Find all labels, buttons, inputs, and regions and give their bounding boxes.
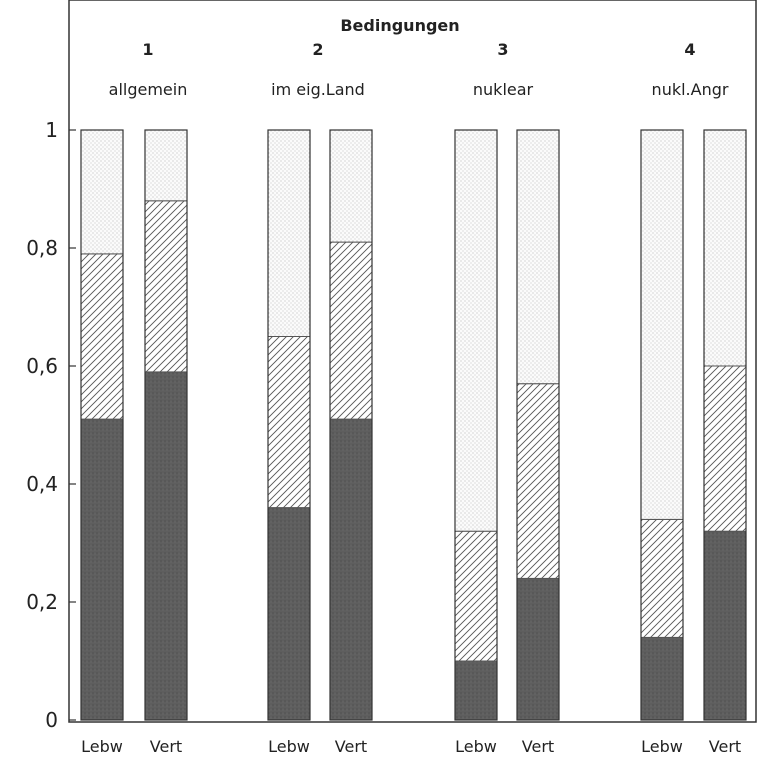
group-headers: 1 allgemein 2 im eig.Land 3 nuklear 4 nukl.Angr <box>109 40 729 99</box>
bar-segment-dark-solid <box>703 530 747 721</box>
group-label: nukl.Angr <box>652 80 729 99</box>
bar-outline <box>703 129 747 721</box>
bar-label: Lebw <box>81 737 123 756</box>
bar-label: Vert <box>150 737 182 756</box>
group-number: 3 <box>497 40 508 59</box>
bar-label: Lebw <box>641 737 683 756</box>
group-number: 2 <box>312 40 323 59</box>
y-tick-label: 0,8 <box>26 236 58 260</box>
bar-label: Vert <box>522 737 554 756</box>
bar-segment-diagonal-hatch <box>144 200 188 373</box>
bar-segment-dark-solid <box>144 371 188 721</box>
bar-segment-light-dotted <box>640 129 684 520</box>
bar-segment-dark-solid <box>454 660 498 721</box>
bar-segment-diagonal-hatch <box>516 383 560 579</box>
bar-segment-light-dotted <box>80 129 124 255</box>
bar-outline <box>267 129 311 721</box>
bar-outline <box>80 129 124 721</box>
bar-segment-diagonal-hatch <box>454 530 498 662</box>
bar-segment-light-dotted <box>267 129 311 337</box>
x-axis-labels: Lebw Vert Lebw Vert Lebw Vert Lebw Vert <box>81 737 741 756</box>
bar-segment-dark-solid <box>640 636 684 721</box>
plot-frame <box>68 0 757 723</box>
bar-outline <box>454 129 498 721</box>
bar-outline <box>516 129 560 721</box>
bar-segment-light-dotted <box>144 129 188 202</box>
bar-segment-diagonal-hatch <box>80 253 124 420</box>
y-tick-label: 0 <box>45 708 58 732</box>
chart-title: Bedingungen <box>340 16 459 35</box>
bar-segment-light-dotted <box>703 129 747 367</box>
bar-segment-dark-solid <box>516 577 560 721</box>
group-label: im eig.Land <box>271 80 365 99</box>
bar-label: Vert <box>335 737 367 756</box>
bar-outline <box>329 129 373 721</box>
y-axis: 0 0,2 0,4 0,6 0,8 1 <box>26 118 76 732</box>
bar-segment-light-dotted <box>454 129 498 532</box>
bar-segment-dark-solid <box>267 507 311 721</box>
bar-segment-light-dotted <box>516 129 560 385</box>
group-number: 1 <box>142 40 153 59</box>
y-tick-label: 1 <box>45 118 58 142</box>
bar-outline <box>144 129 188 721</box>
y-tick-label: 0,4 <box>26 472 58 496</box>
bar-segment-dark-solid <box>80 418 124 721</box>
bar-segment-diagonal-hatch <box>640 518 684 638</box>
bar-label: Lebw <box>268 737 310 756</box>
bar-outline <box>640 129 684 721</box>
bar-segment-diagonal-hatch <box>329 241 373 420</box>
y-tick-label: 0,2 <box>26 590 58 614</box>
bars <box>80 129 747 721</box>
bar-label: Lebw <box>455 737 497 756</box>
bar-label: Vert <box>709 737 741 756</box>
group-number: 4 <box>684 40 695 59</box>
bar-segment-diagonal-hatch <box>703 365 747 532</box>
group-label: nuklear <box>473 80 534 99</box>
group-label: allgemein <box>109 80 188 99</box>
bar-segment-diagonal-hatch <box>267 336 311 509</box>
bar-segment-dark-solid <box>329 418 373 721</box>
y-tick-label: 0,6 <box>26 354 58 378</box>
bar-segment-light-dotted <box>329 129 373 243</box>
